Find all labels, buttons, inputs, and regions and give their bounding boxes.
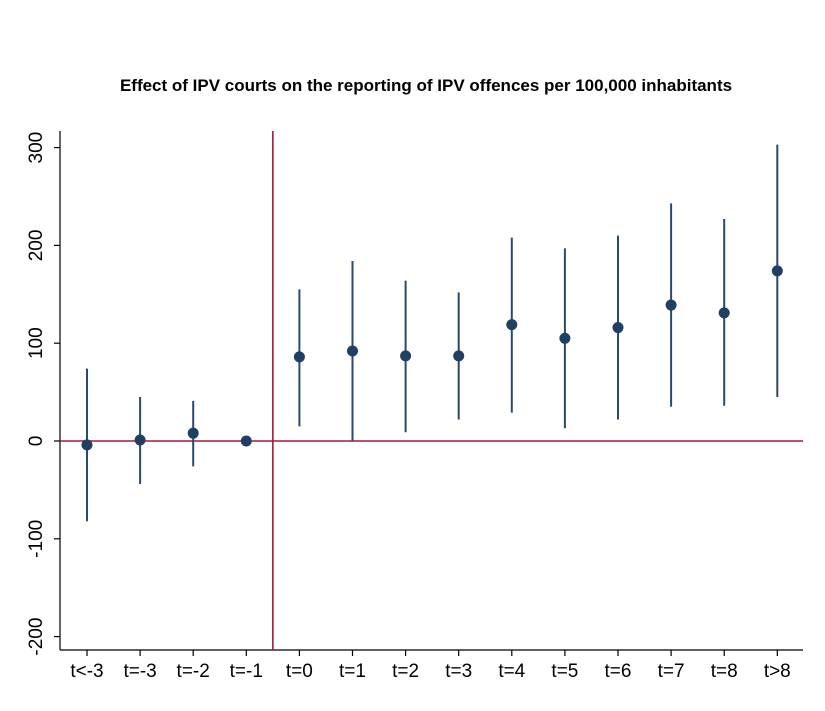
y-tick-label: 200: [26, 230, 47, 262]
x-tick-label: t=8: [711, 661, 738, 682]
point-estimate: [187, 427, 199, 439]
point-estimate: [665, 299, 677, 311]
point-estimate: [400, 350, 412, 362]
y-tick-label: -100: [26, 520, 47, 558]
x-tick-label: t=5: [551, 661, 578, 682]
x-tick-label: t=7: [658, 661, 685, 682]
chart-title: Effect of IPV courts on the reporting of…: [119, 76, 733, 95]
x-tick-label: t=1: [339, 661, 366, 682]
x-tick-label: t=4: [498, 661, 525, 682]
point-estimate: [559, 332, 571, 344]
x-tick-label: t=-2: [177, 661, 210, 682]
x-tick-label: t=0: [286, 661, 313, 682]
point-estimate: [240, 435, 252, 447]
x-tick-label: t=3: [445, 661, 472, 682]
x-tick-label: t=2: [392, 661, 419, 682]
y-tick-label: -200: [26, 618, 47, 656]
point-estimate: [612, 322, 624, 334]
x-tick-label: t<-3: [70, 661, 103, 682]
y-tick-label: 0: [26, 436, 47, 447]
point-estimate: [347, 345, 358, 357]
x-tick-label: t=6: [605, 661, 632, 682]
x-tick-label: t=-1: [230, 661, 263, 682]
point-estimate: [718, 307, 730, 319]
point-estimate: [506, 319, 518, 331]
x-tick-label: t=-3: [123, 661, 156, 682]
point-estimate: [134, 434, 146, 446]
point-estimate: [771, 265, 783, 277]
x-tick-label: t>8: [764, 661, 791, 682]
y-tick-label: 300: [26, 132, 47, 164]
point-estimate: [293, 351, 305, 363]
point-estimate: [81, 439, 93, 451]
point-estimate: [453, 350, 465, 362]
y-tick-label: 100: [26, 327, 47, 359]
